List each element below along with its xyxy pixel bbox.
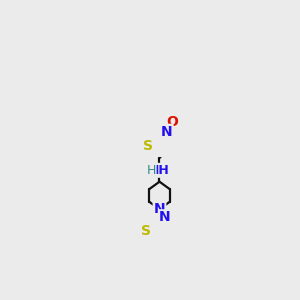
Text: S: S (143, 139, 153, 153)
Text: H: H (146, 164, 156, 177)
Text: N: N (154, 202, 165, 216)
Text: O: O (166, 115, 178, 128)
Text: N: N (159, 210, 171, 224)
Text: N: N (161, 125, 172, 139)
Text: NH: NH (149, 164, 170, 177)
Text: S: S (141, 224, 151, 238)
